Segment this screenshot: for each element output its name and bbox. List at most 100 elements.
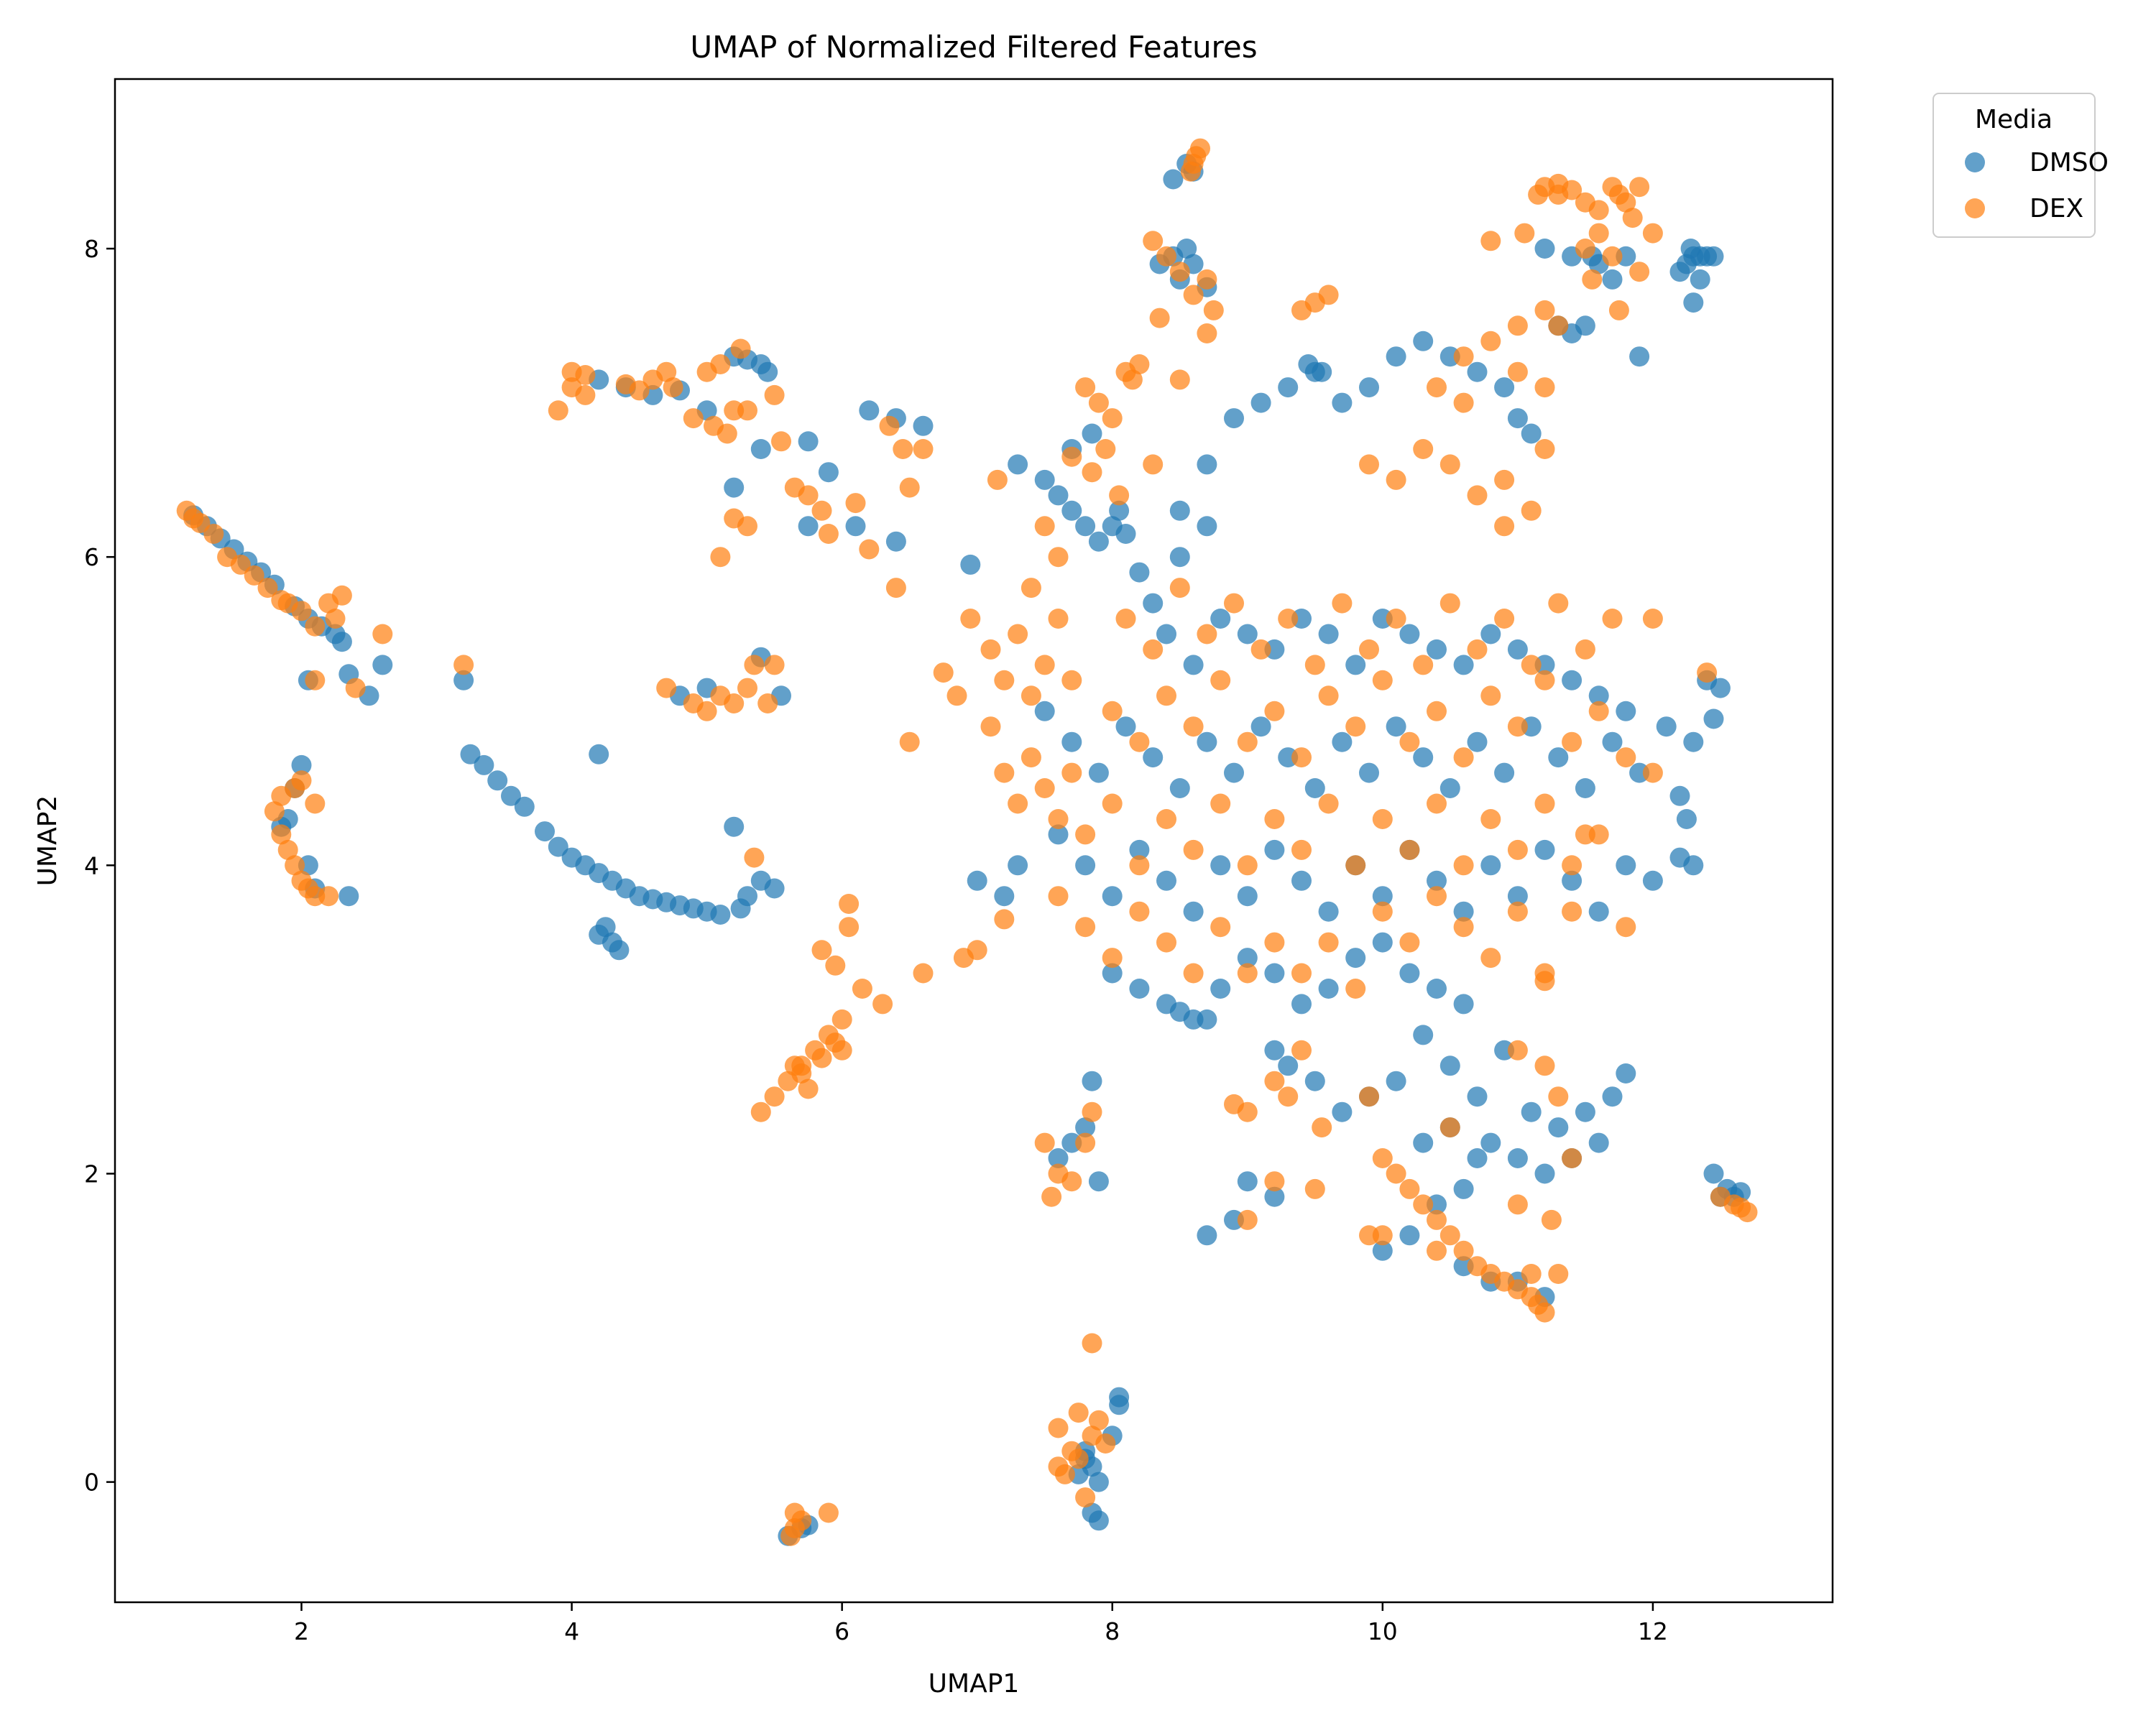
data-point-dmso <box>1048 485 1069 506</box>
data-point-dmso <box>1413 1132 1434 1153</box>
data-point-dmso <box>1656 716 1677 737</box>
data-point-dex <box>1372 670 1393 690</box>
data-point-dmso <box>1210 979 1231 999</box>
data-point-dmso <box>1061 500 1082 521</box>
data-point-dmso <box>1210 855 1231 876</box>
data-point-dex <box>1008 793 1028 814</box>
data-point-dex <box>1054 1464 1075 1484</box>
data-point-dmso <box>1163 169 1184 190</box>
data-point-dex <box>291 770 312 791</box>
data-point-dmso <box>1318 901 1339 922</box>
data-point-dex <box>1534 300 1555 320</box>
data-point-dex <box>1143 454 1164 475</box>
data-point-dex <box>1312 1117 1332 1138</box>
data-point-dex <box>913 439 934 459</box>
data-point-dmso <box>1075 1117 1096 1138</box>
data-point-dex <box>1061 446 1082 467</box>
data-point-dex <box>1102 948 1123 969</box>
data-point-dex <box>967 940 987 961</box>
data-point-dex <box>1068 1449 1089 1469</box>
data-point-dex <box>1427 1209 1447 1230</box>
data-point-dmso <box>1453 901 1474 922</box>
data-point-dex <box>1129 855 1150 876</box>
data-point-dex <box>1008 624 1028 644</box>
data-point-dex <box>1034 1132 1055 1153</box>
data-point-dex <box>1534 439 1555 459</box>
data-point-dex <box>345 678 366 698</box>
data-point-dmso <box>1575 778 1595 798</box>
data-point-dmso <box>331 632 352 652</box>
legend-marker-dmso <box>1965 152 1985 172</box>
data-point-dmso <box>474 754 494 775</box>
data-point-dmso <box>1467 1148 1488 1168</box>
data-point-dex <box>1427 886 1447 907</box>
data-point-dex <box>1224 1094 1244 1114</box>
data-point-dex <box>1541 1209 1562 1230</box>
data-point-dex <box>1021 685 1041 706</box>
data-point-dex <box>1399 932 1420 953</box>
data-point-dex <box>859 539 880 560</box>
data-point-dex <box>811 940 832 961</box>
data-point-dex <box>764 1086 785 1107</box>
data-point-dex <box>1210 793 1231 814</box>
data-point-dex <box>764 384 785 405</box>
data-point-dmso <box>1250 716 1271 737</box>
data-point-dex <box>1075 1487 1096 1508</box>
data-point-dmso <box>1197 516 1217 537</box>
data-point-dex <box>1582 269 1603 290</box>
data-point-dex <box>1480 685 1501 706</box>
data-point-dex <box>1494 469 1515 490</box>
data-point-dmso <box>1588 685 1609 706</box>
data-point-dex <box>1122 369 1143 390</box>
data-point-dex <box>1534 377 1555 398</box>
data-point-dex <box>1048 886 1069 907</box>
y-tick-label: 8 <box>84 235 99 263</box>
data-point-dmso <box>1602 731 1623 752</box>
y-tick-label: 2 <box>84 1160 99 1188</box>
data-point-dex <box>893 439 913 459</box>
data-point-dmso <box>1291 870 1312 891</box>
data-point-dex <box>1507 315 1528 336</box>
data-point-dmso <box>1197 454 1217 475</box>
data-point-dmso <box>1088 1171 1109 1192</box>
data-point-dex <box>1183 839 1204 860</box>
data-point-dex <box>1237 731 1258 752</box>
data-point-dex <box>1149 308 1170 328</box>
data-point-dex <box>1427 701 1447 721</box>
data-point-dmso <box>1453 655 1474 675</box>
data-point-dmso <box>1427 979 1447 999</box>
chart-title: UMAP of Normalized Filtered Features <box>690 29 1257 65</box>
data-point-dmso <box>818 462 839 483</box>
data-point-dex <box>1359 1225 1379 1246</box>
data-point-dex <box>818 524 839 544</box>
x-tick-label: 10 <box>1368 1617 1398 1645</box>
data-point-dex <box>1082 1101 1102 1122</box>
data-point-dmso <box>757 361 778 382</box>
data-point-dmso <box>1075 516 1096 537</box>
data-point-dex <box>1427 793 1447 814</box>
data-point-dex <box>1427 377 1447 398</box>
data-point-dmso <box>1332 392 1353 413</box>
data-point-dmso <box>1480 1132 1501 1153</box>
data-point-dex <box>1494 609 1515 629</box>
data-point-dmso <box>1183 655 1204 675</box>
data-point-dmso <box>1676 809 1697 829</box>
data-point-dex <box>994 762 1015 783</box>
data-point-dex <box>1608 300 1629 320</box>
data-point-dex <box>1480 331 1501 351</box>
data-point-dex <box>1129 354 1150 374</box>
data-point-dex <box>277 839 298 860</box>
data-point-dmso <box>1088 762 1109 783</box>
data-point-dex <box>1507 839 1528 860</box>
data-point-dmso <box>1507 639 1528 660</box>
data-point-dmso <box>1453 1178 1474 1199</box>
data-point-dmso <box>1413 331 1434 351</box>
data-point-dmso <box>1480 855 1501 876</box>
data-point-dmso <box>1197 1009 1217 1030</box>
data-point-dmso <box>1616 1063 1636 1084</box>
data-point-dex <box>1169 262 1190 282</box>
data-point-dex <box>1034 655 1055 675</box>
data-point-dex <box>1291 963 1312 984</box>
data-point-dmso <box>1278 377 1299 398</box>
x-axis-label: UMAP1 <box>929 1669 1020 1699</box>
